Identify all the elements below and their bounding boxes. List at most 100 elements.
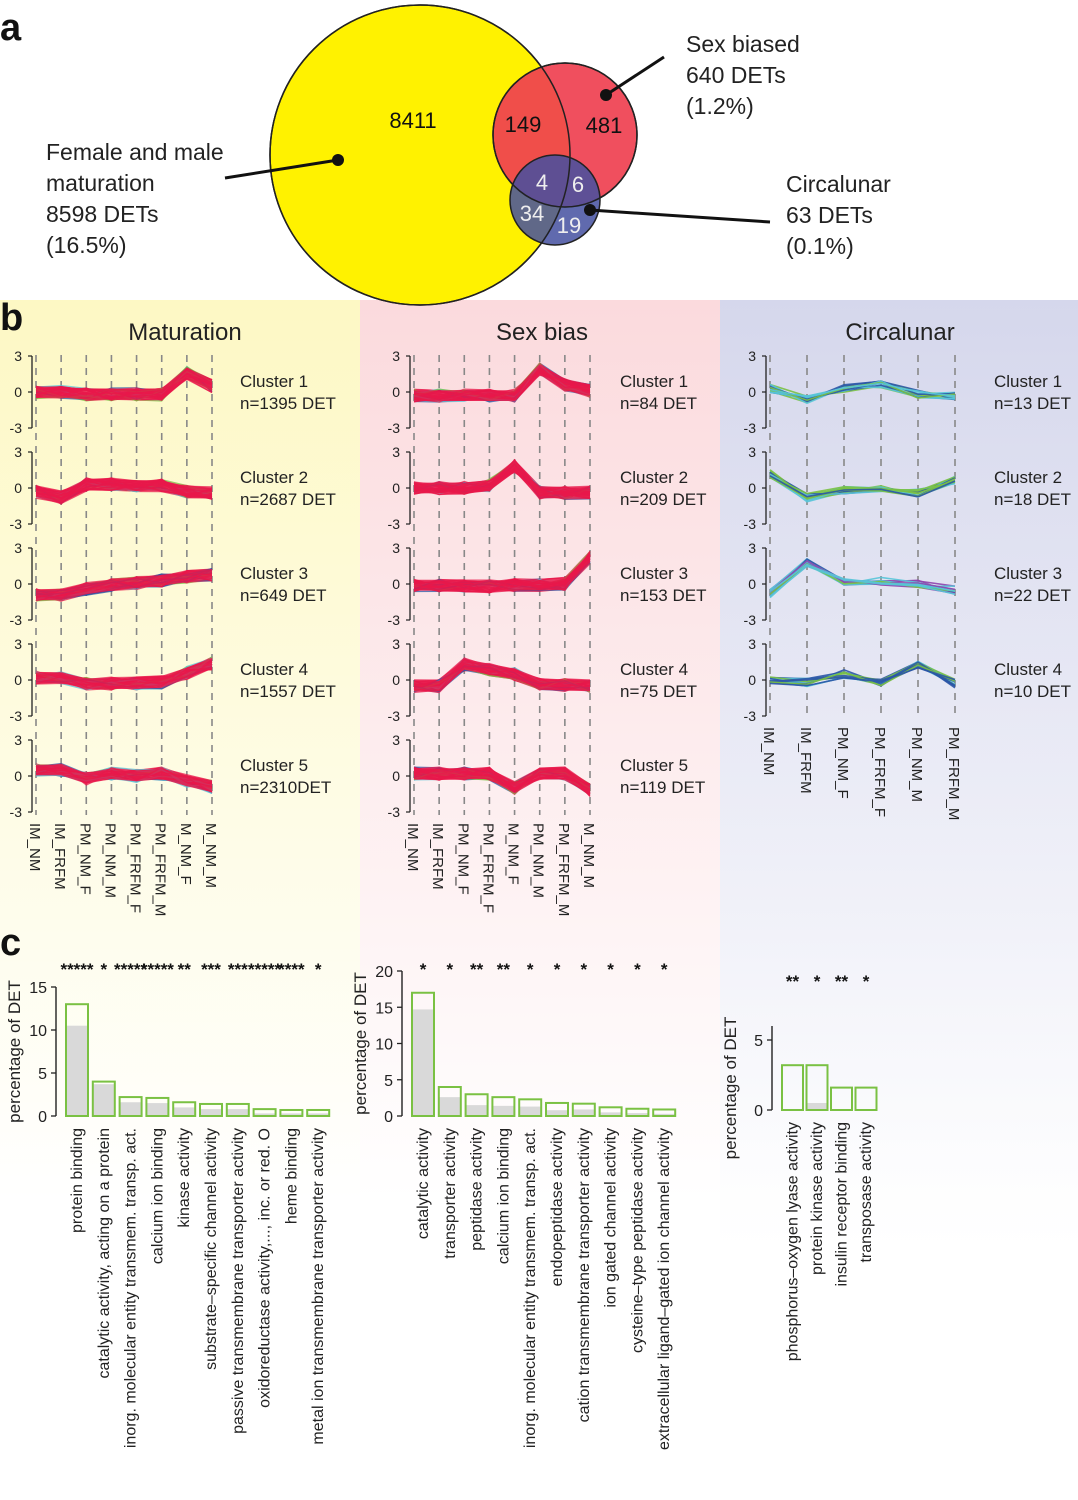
bar-ytick-label-1-2: 10 — [375, 1037, 393, 1054]
bar-significance-0-0: ***** — [60, 960, 93, 979]
profile-band-0-0 — [36, 367, 212, 400]
bar-category-label-0-7: oxidoreductase activity,..., inc. or red… — [257, 1128, 274, 1408]
profile-xlabel-0-1: IM_FRFM — [51, 823, 68, 890]
cluster-name-0-1: Cluster 2 — [240, 468, 308, 487]
bar-background-0-9 — [307, 1113, 330, 1116]
venn-count-sex-circ: 6 — [572, 172, 584, 197]
bar-background-0-4 — [173, 1107, 196, 1116]
profile-band-1-1 — [414, 461, 590, 499]
profile-ytick-label-2-0-1: 0 — [748, 384, 756, 400]
profile-panel-title-0: Maturation — [128, 319, 241, 346]
bar-0-0 — [65, 1003, 89, 1118]
venn-label-maturation-3: (16.5%) — [46, 232, 127, 258]
profile-xlabel-2-4: PM_NM_M — [908, 727, 925, 802]
profile-ytick-label-0-1-0: 3 — [14, 444, 22, 460]
profile-panel-title-2: Circalunar — [845, 319, 954, 346]
venn-label-circ-2: (0.1%) — [786, 233, 854, 259]
bar-category-label-0-1: catalytic activity, acting on a protein — [96, 1128, 113, 1379]
profile-xlabel-1-2: PM_NM_F — [454, 823, 471, 895]
bar-1-2 — [464, 1093, 489, 1117]
bar-background-1-4 — [519, 1106, 542, 1116]
cluster-name-2-3: Cluster 4 — [994, 660, 1062, 679]
bar-ytick-label-0-1: 5 — [38, 1066, 47, 1083]
venn-outline-sex — [492, 62, 638, 208]
bar-ytick-label-1-4: 20 — [375, 964, 393, 981]
bar-category-label-1-7: ion gated channel activity — [603, 1128, 620, 1308]
profile-ytick-label-0-3-2: -3 — [10, 708, 23, 724]
profile-band-0-2 — [36, 569, 212, 601]
bar-significance-1-4: * — [527, 960, 534, 979]
bar-background-2-1 — [806, 1103, 828, 1110]
profile-line-2-3-13 — [769, 666, 956, 687]
venn-label-circ-1: 63 DETs — [786, 202, 873, 228]
profile-band-0-1 — [36, 479, 212, 503]
leader-dot-maturation — [332, 154, 344, 166]
bar-0-3 — [145, 1096, 170, 1117]
profile-ytick-label-1-4-0: 3 — [392, 732, 400, 748]
bar-0-9 — [306, 1108, 331, 1117]
bar-1-4 — [518, 1098, 543, 1117]
bar-1-8 — [625, 1107, 650, 1117]
profile-ytick-label-1-0-0: 3 — [392, 348, 400, 364]
cluster-count-1-4: n=119 DET — [620, 778, 705, 797]
profile-ytick-label-0-2-1: 0 — [14, 576, 22, 592]
bar-significance-0-7: ***** — [248, 960, 281, 979]
panel-label-b: b — [0, 297, 23, 339]
bar-background-1-2 — [465, 1105, 488, 1116]
bar-0-1 — [91, 1080, 116, 1117]
bar-ytick-label-2-1: 5 — [754, 1033, 763, 1050]
venn-count-mat-circ: 34 — [520, 201, 544, 226]
bar-category-label-0-9: metal ion transmembrane transporter acti… — [310, 1128, 327, 1445]
bar-1-5 — [545, 1101, 569, 1117]
bar-ytick-label-0-0: 0 — [38, 1109, 47, 1126]
panel-label-c: c — [0, 922, 21, 964]
cluster-name-0-2: Cluster 3 — [240, 564, 308, 583]
bar-significance-0-6: *** — [228, 960, 248, 979]
bar-significance-1-6: * — [580, 960, 587, 979]
profile-ytick-label-0-4-1: 0 — [14, 768, 22, 784]
profile-ytick-label-1-0-2: -3 — [388, 420, 401, 436]
profile-xlabel-1-6: PM_FRFM_M — [555, 823, 572, 916]
profile-ytick-label-2-2-2: -3 — [744, 612, 757, 628]
profile-xlabel-0-6: M_NM_F — [177, 823, 194, 885]
bar-category-label-1-8: cysteine–type peptidase activity — [629, 1128, 646, 1353]
profile-line-2-2-12 — [769, 565, 956, 597]
bar-significance-2-2: ** — [835, 972, 849, 991]
bar-significance-1-2: ** — [470, 960, 484, 979]
profile-ytick-label-1-4-1: 0 — [392, 768, 400, 784]
bar-1-1 — [437, 1086, 462, 1117]
profile-ytick-label-2-3-1: 0 — [748, 672, 756, 688]
profile-ytick-label-1-2-0: 3 — [392, 540, 400, 556]
leader-dot-circ — [584, 204, 596, 216]
bar-background-1-5 — [546, 1110, 568, 1116]
bar-1-9 — [652, 1108, 677, 1117]
cluster-count-0-3: n=1557 DET — [240, 682, 336, 701]
profile-ytick-label-0-4-0: 3 — [14, 732, 22, 748]
bar-ytick-label-0-2: 10 — [29, 1023, 47, 1040]
profile-band-0-4 — [36, 764, 212, 793]
cluster-name-0-0: Cluster 1 — [240, 372, 308, 391]
profile-ytick-label-0-3-1: 0 — [14, 672, 22, 688]
cluster-count-1-2: n=153 DET — [620, 586, 706, 605]
bar-ytick-label-1-0: 0 — [384, 1109, 393, 1126]
profile-ytick-label-0-0-1: 0 — [14, 384, 22, 400]
venn-count-sex-only: 481 — [586, 113, 623, 138]
bar-category-label-1-6: cation transmembrane transporter activit… — [576, 1128, 593, 1422]
bar-0-4 — [172, 1101, 197, 1117]
profile-xlabel-0-0: IM_NM — [26, 823, 43, 871]
bar-significance-0-3: ***** — [141, 960, 174, 979]
leader-line-maturation — [224, 158, 339, 180]
cluster-name-0-4: Cluster 5 — [240, 756, 308, 775]
profile-ytick-label-0-2-0: 3 — [14, 540, 22, 556]
bar-significance-0-1: * — [100, 960, 107, 979]
profile-panel-title-1: Sex bias — [496, 319, 588, 346]
venn-outline-maturation — [269, 4, 571, 306]
cluster-name-1-4: Cluster 5 — [620, 756, 688, 775]
profile-ytick-label-2-3-2: -3 — [744, 708, 757, 724]
venn-label-sex-0: Sex biased — [686, 31, 800, 57]
profile-ytick-label-0-0-0: 3 — [14, 348, 22, 364]
bar-significance-1-3: ** — [497, 960, 511, 979]
bar-background-1-8 — [626, 1113, 649, 1116]
bar-0-7 — [252, 1108, 277, 1117]
profile-ytick-label-1-1-2: -3 — [388, 516, 401, 532]
